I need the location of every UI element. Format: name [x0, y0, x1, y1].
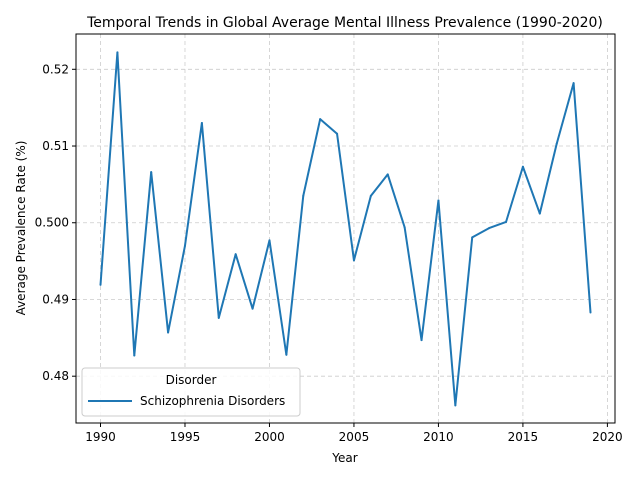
data-point	[268, 239, 271, 242]
y-tick-label: 0.500	[35, 216, 69, 230]
data-point	[505, 220, 508, 223]
data-point	[420, 339, 423, 342]
grid	[76, 34, 615, 423]
data-point	[150, 171, 153, 174]
data-point	[167, 331, 170, 334]
data-point	[572, 82, 575, 85]
data-point	[386, 173, 389, 176]
data-point	[352, 259, 355, 262]
data-point	[302, 194, 305, 197]
data-point	[116, 51, 119, 54]
chart-title: Temporal Trends in Global Average Mental…	[86, 15, 603, 31]
data-point	[200, 122, 203, 125]
data-point	[336, 132, 339, 135]
legend-label: Schizophrenia Disorders	[140, 394, 285, 408]
x-axis-label: Year	[331, 451, 357, 465]
x-tick-label: 2005	[339, 430, 370, 444]
data-point	[437, 199, 440, 202]
y-axis: 0.48 0.49 0.500 0.51 0.52	[35, 62, 76, 383]
x-tick-label: 2015	[508, 430, 539, 444]
y-tick-label: 0.49	[42, 292, 69, 306]
y-tick-label: 0.51	[42, 139, 69, 153]
data-point	[251, 307, 254, 310]
x-tick-label: 2000	[254, 430, 285, 444]
data-point	[555, 142, 558, 145]
data-point	[319, 118, 322, 121]
series-layer	[99, 51, 592, 407]
y-tick-label: 0.52	[42, 62, 69, 76]
data-point	[538, 212, 541, 215]
legend-title: Disorder	[166, 373, 217, 387]
data-point	[589, 311, 592, 314]
data-point	[183, 244, 186, 247]
data-point	[521, 165, 524, 168]
x-axis: 1990 1995 2000 2005 2010 2015 2020	[85, 423, 623, 444]
data-point	[454, 404, 457, 407]
data-point	[488, 227, 491, 230]
data-point	[133, 354, 136, 357]
y-tick-label: 0.48	[42, 369, 69, 383]
x-tick-label: 1995	[170, 430, 201, 444]
series-line	[99, 51, 592, 407]
legend: Disorder Schizophrenia Disorders	[81, 367, 301, 417]
data-point	[471, 236, 474, 239]
data-point	[369, 194, 372, 197]
axes-frame	[75, 33, 616, 424]
data-point	[99, 283, 102, 286]
legend-box	[81, 367, 301, 417]
x-tick-label: 2020	[592, 430, 623, 444]
data-point	[234, 253, 237, 256]
y-axis-label: Average Prevalence Rate (%)	[14, 141, 28, 316]
data-point	[285, 353, 288, 356]
data-point	[403, 226, 406, 229]
x-tick-label: 2010	[423, 430, 454, 444]
x-tick-label: 1990	[85, 430, 116, 444]
data-point	[217, 316, 220, 319]
